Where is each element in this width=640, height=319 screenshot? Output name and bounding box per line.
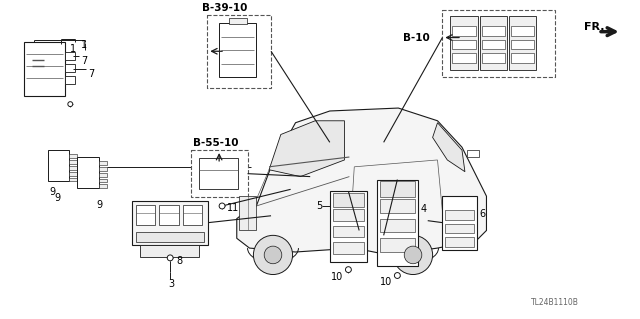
Circle shape <box>253 235 292 275</box>
Bar <box>207 15 271 88</box>
Bar <box>24 42 65 96</box>
Circle shape <box>404 246 422 264</box>
Text: 5: 5 <box>316 201 323 211</box>
Bar <box>380 219 415 233</box>
Text: 1: 1 <box>81 41 87 50</box>
Text: TL24B1110B: TL24B1110B <box>531 298 579 307</box>
Bar <box>140 245 198 257</box>
Bar <box>481 40 505 49</box>
Text: 9: 9 <box>50 187 56 197</box>
Bar <box>467 150 479 157</box>
Text: 9: 9 <box>54 193 61 203</box>
Bar <box>509 16 536 70</box>
Text: 7: 7 <box>81 56 87 66</box>
Circle shape <box>167 255 173 261</box>
Bar <box>333 209 364 221</box>
Text: 10: 10 <box>380 278 392 287</box>
Bar <box>77 157 99 188</box>
Text: FR.: FR. <box>584 22 605 32</box>
Bar <box>191 150 248 197</box>
Bar <box>136 205 156 225</box>
Circle shape <box>68 102 73 107</box>
Text: 3: 3 <box>168 279 174 289</box>
Bar <box>333 242 364 254</box>
Bar <box>380 199 415 213</box>
Circle shape <box>394 235 433 275</box>
Bar <box>99 173 106 177</box>
Text: B-55-10: B-55-10 <box>193 138 238 148</box>
Bar <box>69 160 77 164</box>
Bar <box>442 10 555 77</box>
Bar <box>442 196 477 250</box>
Bar <box>229 18 246 24</box>
Bar <box>69 154 77 158</box>
Bar <box>69 178 77 182</box>
Bar <box>132 201 209 245</box>
Bar <box>445 237 474 247</box>
Bar <box>452 40 476 49</box>
Bar <box>99 161 106 165</box>
Polygon shape <box>237 108 486 255</box>
Bar <box>452 53 476 63</box>
Bar <box>479 16 507 70</box>
Bar <box>452 26 476 36</box>
Bar <box>99 184 106 188</box>
Circle shape <box>346 267 351 272</box>
Bar <box>481 26 505 36</box>
Bar <box>239 196 257 230</box>
Bar <box>481 53 505 63</box>
Bar <box>48 150 69 182</box>
Circle shape <box>264 246 282 264</box>
Text: 4: 4 <box>421 204 427 214</box>
Polygon shape <box>269 121 344 177</box>
Bar <box>136 233 204 242</box>
Bar <box>333 226 364 237</box>
Circle shape <box>394 272 400 278</box>
Bar <box>511 40 534 49</box>
Text: 8: 8 <box>176 256 182 266</box>
Text: 6: 6 <box>479 209 486 219</box>
Bar <box>198 158 237 189</box>
Text: 10: 10 <box>331 271 343 282</box>
Bar <box>511 53 534 63</box>
Polygon shape <box>433 123 465 172</box>
Bar <box>99 179 106 182</box>
Circle shape <box>219 203 225 209</box>
Bar <box>445 210 474 220</box>
Bar <box>65 52 75 60</box>
Bar <box>511 26 534 36</box>
Text: 7: 7 <box>88 69 94 79</box>
Bar <box>99 167 106 171</box>
Bar <box>219 23 257 77</box>
Bar <box>65 76 75 84</box>
Bar <box>65 64 75 72</box>
Bar <box>330 191 367 262</box>
Bar <box>380 182 415 197</box>
Bar <box>445 224 474 234</box>
Bar <box>159 205 179 225</box>
Bar <box>183 205 202 225</box>
Bar <box>333 193 364 207</box>
Text: B-39-10: B-39-10 <box>202 3 248 13</box>
Bar <box>69 172 77 176</box>
Text: 1: 1 <box>70 44 76 55</box>
Bar <box>69 166 77 170</box>
Text: 9: 9 <box>97 200 103 210</box>
Text: 11: 11 <box>227 203 239 213</box>
Bar <box>451 16 477 70</box>
Bar <box>377 180 418 266</box>
Bar <box>380 238 415 252</box>
Text: B-10: B-10 <box>403 33 430 42</box>
